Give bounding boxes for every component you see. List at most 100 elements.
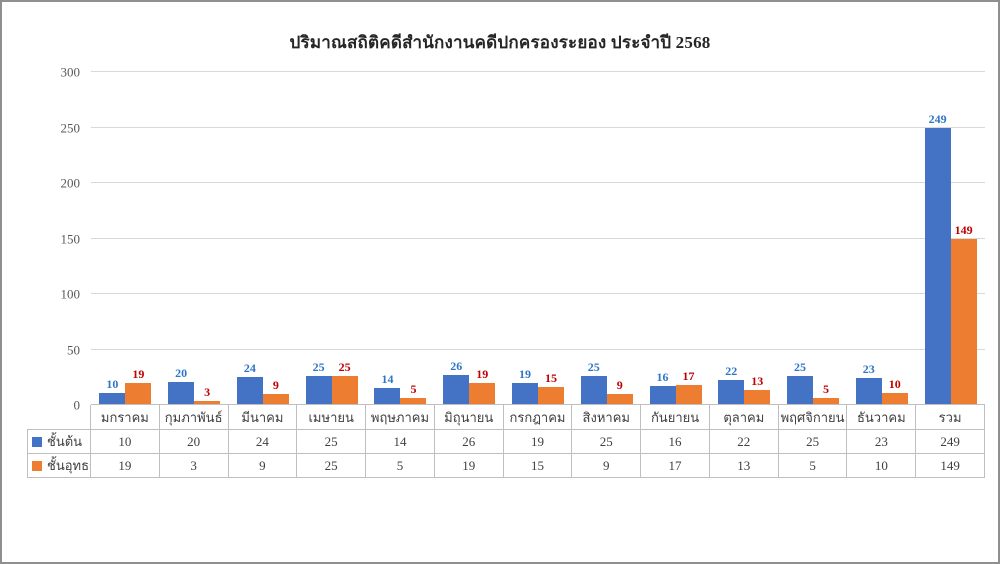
- bar-value-label: 19: [132, 366, 145, 381]
- table-month-header: รวม: [916, 405, 985, 430]
- table-value-cell: 25: [572, 430, 642, 454]
- bar-series-1: 13: [744, 375, 771, 404]
- bar-group-10: 25 5: [779, 72, 848, 404]
- bar-value-label: 24: [243, 361, 256, 376]
- table-month-header: กุมภาพันธ์: [159, 405, 229, 430]
- bar-series-0: 23: [855, 363, 882, 404]
- bar-group-5: 26 19: [435, 72, 504, 404]
- table-month-header: มกราคม: [91, 405, 160, 430]
- y-axis-tick-label: 300: [60, 64, 81, 80]
- bar-value-label: 25: [338, 360, 351, 375]
- legend-label: ชั้นต้น: [47, 434, 83, 449]
- bar-series-0: 249: [924, 113, 951, 404]
- bar-group-6: 19 15: [504, 72, 573, 404]
- legend-swatch: [32, 436, 42, 447]
- bar-value-label: 9: [616, 378, 623, 393]
- legend-swatch: [32, 460, 42, 471]
- bar-series-0: 26: [443, 360, 470, 404]
- bar-value-label: 13: [751, 373, 764, 388]
- table-legend-cell: ชั้นต้น: [27, 430, 91, 454]
- bar-group-7: 25 9: [572, 72, 641, 404]
- y-axis-tick-label: 150: [60, 231, 81, 246]
- gridline: [91, 348, 985, 350]
- bar-series-0: 16: [649, 371, 676, 404]
- table-value-cell: 14: [366, 430, 435, 454]
- bar-series-0: 25: [580, 361, 607, 404]
- bar-series-0: 19: [511, 368, 538, 404]
- bar-value-label: 149: [954, 222, 973, 237]
- bar-value-label: 249: [928, 111, 947, 126]
- table-month-header: กันยายน: [641, 405, 710, 430]
- table-value-cell: 19: [91, 454, 160, 478]
- bar-group-9: 22 13: [710, 72, 779, 404]
- table-value-cell: 25: [297, 430, 367, 454]
- y-axis-tick-label: 50: [67, 342, 80, 357]
- bar-series-1: 9: [606, 379, 633, 404]
- bar-series-1: 5: [813, 383, 840, 404]
- bar-value-label: 15: [544, 371, 557, 386]
- table-month-header: ตุลาคม: [709, 405, 779, 430]
- table-value-cell: 17: [641, 454, 710, 478]
- table-month-header: มีนาคม: [228, 405, 298, 430]
- bar-value-label: 22: [725, 363, 738, 378]
- table-corner-cell: [27, 405, 91, 430]
- table-value-cell: 3: [159, 454, 229, 478]
- bar-value-label: 26: [450, 359, 463, 374]
- table-month-header: สิงหาคม: [572, 405, 642, 430]
- y-axis-tick-label: 0: [73, 397, 81, 413]
- bar-series-0: 10: [99, 378, 126, 404]
- bar-value-label: 9: [272, 378, 279, 393]
- gridline: [91, 237, 985, 239]
- table-value-cell: 26: [434, 430, 504, 454]
- gridline: [91, 293, 985, 294]
- table-value-cell: 25: [297, 454, 367, 478]
- bar-group-0: 10 19: [91, 72, 160, 404]
- bar-group-2: 24 9: [229, 72, 298, 404]
- table-month-header: ธันวาคม: [847, 405, 917, 430]
- bar-series-0: 22: [718, 365, 745, 404]
- bar-value-label: 20: [175, 365, 188, 380]
- table-value-cell: 13: [709, 454, 779, 478]
- table-value-cell: 19: [503, 430, 573, 454]
- gridline: [91, 71, 985, 72]
- gridline: [91, 126, 985, 128]
- bar-group-1: 20 3: [160, 72, 229, 404]
- bar-series-1: 19: [469, 368, 496, 404]
- table-value-cell: 9: [228, 454, 298, 478]
- y-axis-tick-label: 250: [60, 120, 81, 135]
- bar-group-11: 23 10: [847, 72, 916, 404]
- bar-series-1: 9: [262, 379, 289, 404]
- bar-series-1: 17: [675, 370, 702, 404]
- bar-series-1: 149: [950, 224, 977, 404]
- bar-series-1: 3: [194, 386, 221, 404]
- gridline: [91, 182, 985, 183]
- table-value-cell: 22: [709, 430, 779, 454]
- y-axis-tick-label: 100: [60, 286, 81, 302]
- bar-series-1: 25: [331, 361, 358, 404]
- table-month-header: กรกฎาคม: [503, 405, 573, 430]
- bar-group-8: 16 17: [641, 72, 710, 404]
- chart-grid: 0 50 100 150 200 250 300 10 19 20 3 24 9 25 25 14 5 26 19…: [27, 66, 985, 478]
- table-value-cell: 149: [916, 454, 985, 478]
- bar-series-1: 19: [125, 368, 152, 404]
- chart-title: ปริมาณสถิติคดีสำนักงานคดีปกครองระยอง ประ…: [289, 33, 711, 52]
- bar-value-label: 3: [204, 384, 211, 399]
- bar-value-label: 5: [410, 382, 417, 397]
- table-value-cell: 20: [159, 430, 229, 454]
- bar-group-4: 14 5: [366, 72, 435, 404]
- bar-value-label: 19: [476, 366, 489, 381]
- table-month-header: พฤศจิกายน: [778, 405, 848, 430]
- bar-value-label: 14: [381, 372, 394, 387]
- table-value-cell: 10: [847, 454, 917, 478]
- bar-series-0: 25: [305, 361, 332, 404]
- table-value-cell: 24: [228, 430, 298, 454]
- table-legend-cell: ชั้นอุทธรณ์: [27, 454, 91, 478]
- table-value-cell: 15: [503, 454, 573, 478]
- table-month-header: เมษายน: [297, 405, 367, 430]
- bar-series-0: 24: [236, 362, 263, 404]
- bar-value-label: 10: [106, 376, 119, 391]
- bar-value-label: 17: [682, 369, 695, 384]
- bar-group-3: 25 25: [297, 72, 366, 404]
- table-month-header: พฤษภาคม: [366, 405, 435, 430]
- bar-group-12: 249 149: [916, 72, 985, 404]
